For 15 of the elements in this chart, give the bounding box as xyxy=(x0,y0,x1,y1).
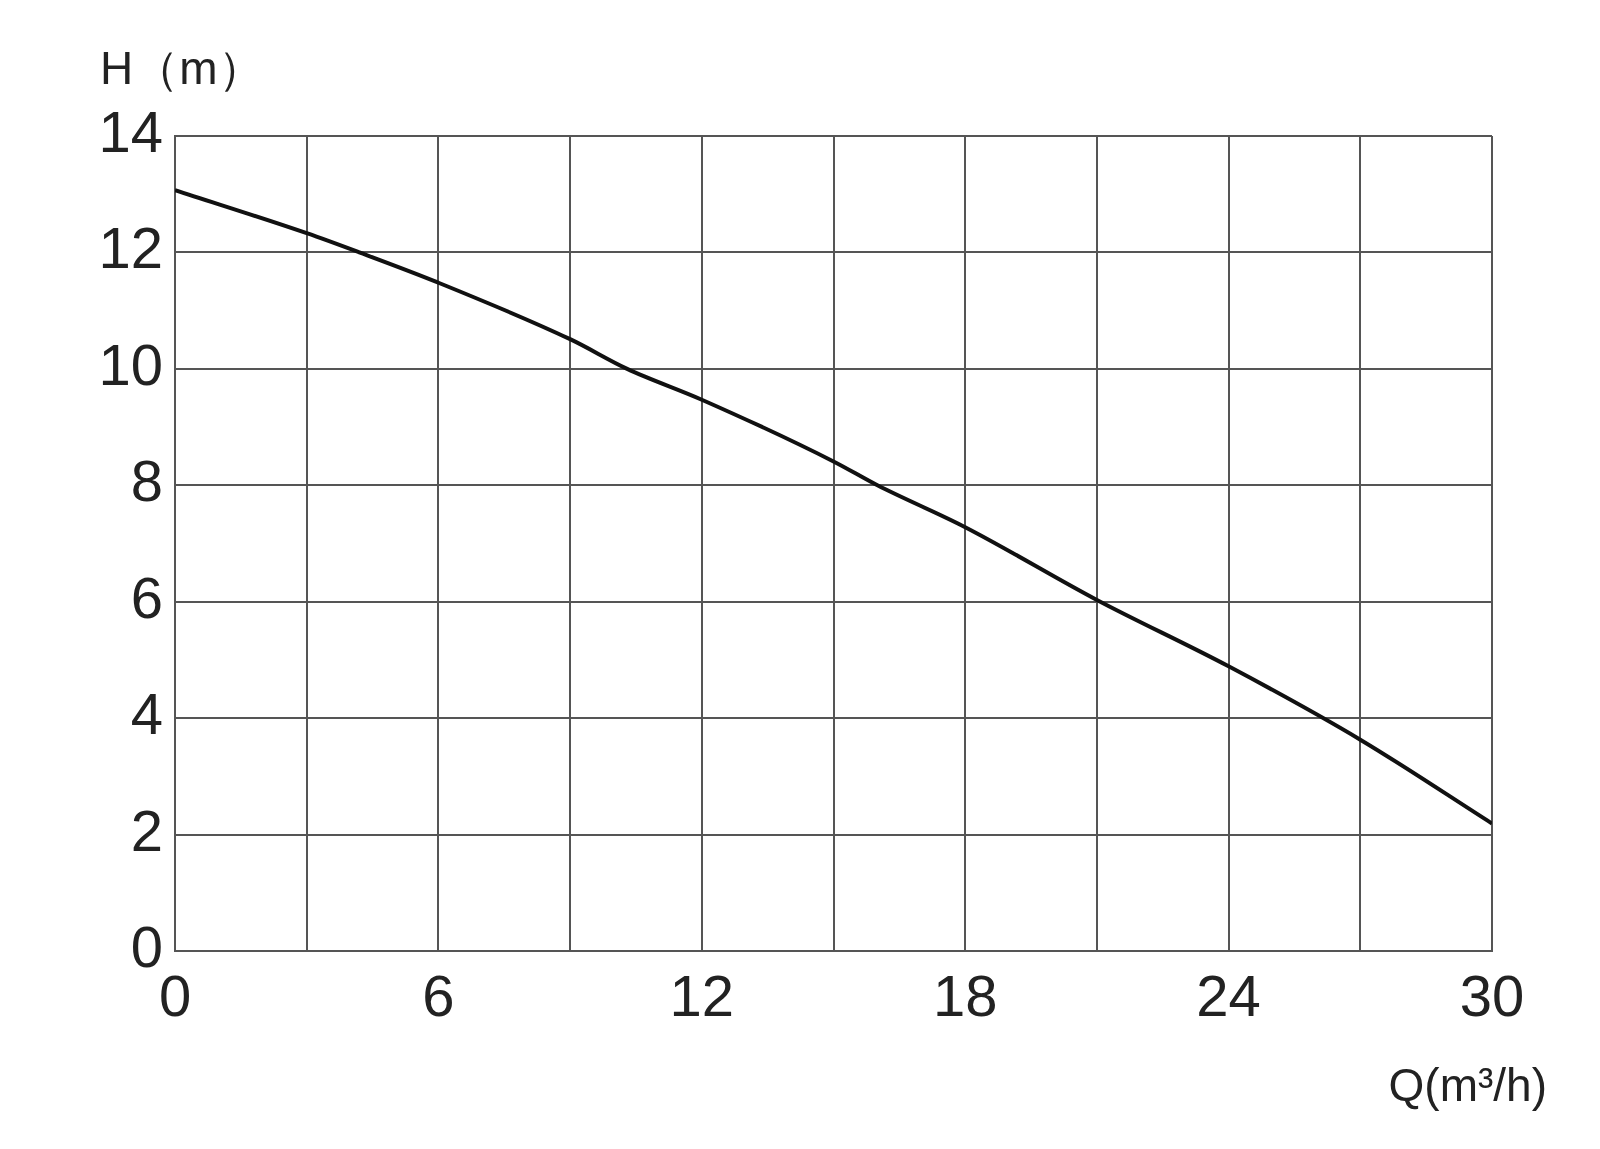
x-axis-title: Q(m³/h) xyxy=(1388,1058,1547,1112)
x-tick-label: 24 xyxy=(1196,962,1261,1028)
y-tick-label: 6 xyxy=(130,564,163,630)
y-tick-label: 10 xyxy=(98,331,163,397)
y-axis-title: H（m） xyxy=(100,41,264,96)
y-tick-label: 4 xyxy=(130,681,163,747)
y-tick-label: 8 xyxy=(130,448,163,514)
y-tick-label: 0 xyxy=(130,914,163,979)
y-tick-label: 14 xyxy=(98,99,163,164)
x-tick-label: 18 xyxy=(932,962,998,1028)
y-tick-label: 12 xyxy=(98,215,163,281)
x-tick-label: 30 xyxy=(1459,962,1525,1028)
x-tick-label: 12 xyxy=(669,962,735,1028)
y-tick-label: 2 xyxy=(130,797,163,863)
x-tick-label: 6 xyxy=(422,962,455,1028)
